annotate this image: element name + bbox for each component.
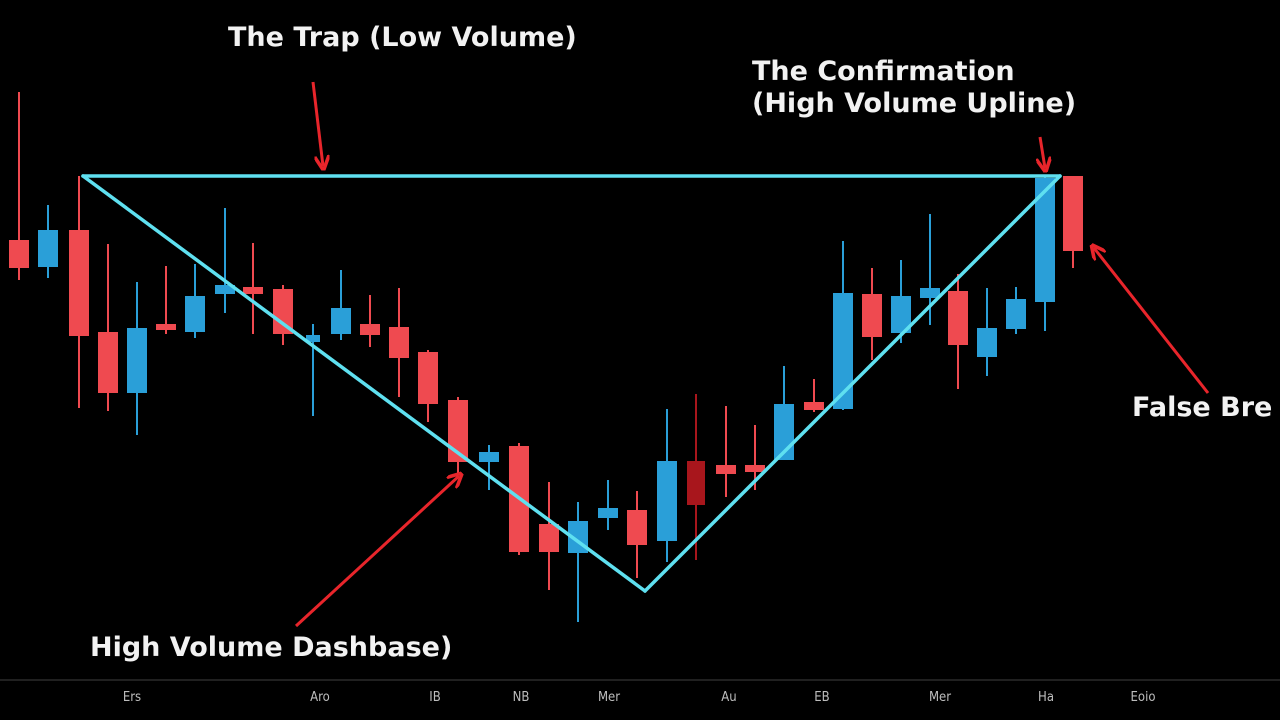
- candle-body: [418, 352, 438, 404]
- candle: [98, 244, 118, 411]
- candle: [627, 491, 647, 578]
- candle-body: [627, 510, 647, 545]
- candle: [862, 268, 882, 360]
- candle-body: [185, 296, 205, 332]
- candle-body: [1006, 299, 1026, 329]
- x-tick-label: Mer: [928, 690, 952, 705]
- candle: [127, 282, 147, 435]
- candle: [448, 397, 468, 473]
- candle-body: [273, 289, 293, 334]
- candle: [360, 295, 380, 347]
- candle-body: [804, 402, 824, 410]
- candle-body: [479, 452, 499, 462]
- candle-body: [920, 288, 940, 298]
- candle: [657, 409, 677, 562]
- x-tick-label: IB: [429, 690, 441, 705]
- annotation-arrows: [294, 81, 1210, 628]
- candle-body: [331, 308, 351, 334]
- candle-body: [156, 324, 176, 330]
- candle-body: [1035, 178, 1055, 302]
- candle-body: [306, 335, 320, 342]
- candle-body: [243, 287, 263, 294]
- candle: [38, 205, 58, 278]
- annotation-confirmation-line1: The Confirmation: [752, 56, 1015, 87]
- trendlines: [81, 174, 1062, 593]
- candle: [948, 274, 968, 389]
- candle-body: [69, 230, 89, 336]
- x-tick-label: EB: [814, 690, 830, 705]
- candles: [9, 92, 1083, 622]
- confirm-arrow-icon: [1040, 136, 1045, 168]
- candle: [156, 266, 176, 334]
- candle-body: [687, 461, 705, 505]
- candle: [1063, 176, 1083, 268]
- candle: [891, 260, 911, 343]
- candle: [833, 241, 853, 410]
- candle: [215, 208, 235, 313]
- candle-body: [127, 328, 147, 393]
- candle-body: [948, 291, 968, 345]
- candle-body: [38, 230, 58, 267]
- candle: [185, 264, 205, 338]
- candle: [69, 176, 89, 408]
- x-tick-label: NB: [512, 690, 530, 705]
- x-tick-label: Aro: [310, 690, 330, 705]
- candle: [1035, 175, 1055, 331]
- candle: [243, 243, 263, 334]
- candle-body: [98, 332, 118, 393]
- candle-body: [977, 328, 997, 357]
- candle-body: [833, 293, 853, 409]
- annotation-trap-label: The Trap (Low Volume): [228, 22, 577, 53]
- candle-body: [215, 285, 235, 294]
- candle-body: [389, 327, 409, 358]
- annotation-confirmation-line2: (High Volume Upline): [752, 87, 1077, 119]
- candle: [977, 288, 997, 376]
- candle-body: [448, 400, 468, 462]
- candle-body: [745, 465, 765, 472]
- candle: [306, 324, 320, 416]
- candle: [687, 394, 705, 560]
- candle: [804, 379, 824, 412]
- annotation-confirmation-label: The Confirmation (High Volume Upline): [752, 56, 1076, 120]
- annotation-false-break-label: False Bre: [1132, 392, 1273, 423]
- candle: [1006, 287, 1026, 334]
- trendline-ascending: [643, 174, 1062, 593]
- candle-body: [598, 508, 618, 518]
- candle: [539, 482, 559, 590]
- candle: [273, 285, 293, 345]
- candle-body: [9, 240, 29, 268]
- x-tick-label: Au: [721, 690, 737, 705]
- candle-body: [657, 461, 677, 541]
- trendline-descending: [81, 174, 647, 593]
- candle-body: [862, 294, 882, 337]
- candle: [716, 406, 736, 497]
- candle-body: [1063, 176, 1083, 251]
- annotation-high-volume-label: High Volume Dashbase): [90, 632, 453, 663]
- candle: [389, 288, 409, 397]
- high-volume-arrow-icon: [294, 476, 459, 628]
- candle-body: [539, 524, 559, 552]
- x-tick-label: Eoio: [1130, 690, 1156, 705]
- candle-body: [360, 324, 380, 335]
- x-tick-label: Ha: [1038, 690, 1054, 705]
- candle: [418, 350, 438, 422]
- candle-body: [891, 296, 911, 333]
- false-break-arrow-icon: [1094, 248, 1210, 394]
- x-tick-label: Ers: [122, 690, 142, 705]
- candle: [598, 480, 618, 530]
- candle: [568, 502, 588, 622]
- x-tick-label: Mer: [597, 690, 621, 705]
- trap-arrow-icon: [311, 81, 323, 166]
- candle: [331, 270, 351, 340]
- candle-body: [716, 465, 736, 474]
- candle: [9, 92, 29, 280]
- candle: [479, 445, 499, 490]
